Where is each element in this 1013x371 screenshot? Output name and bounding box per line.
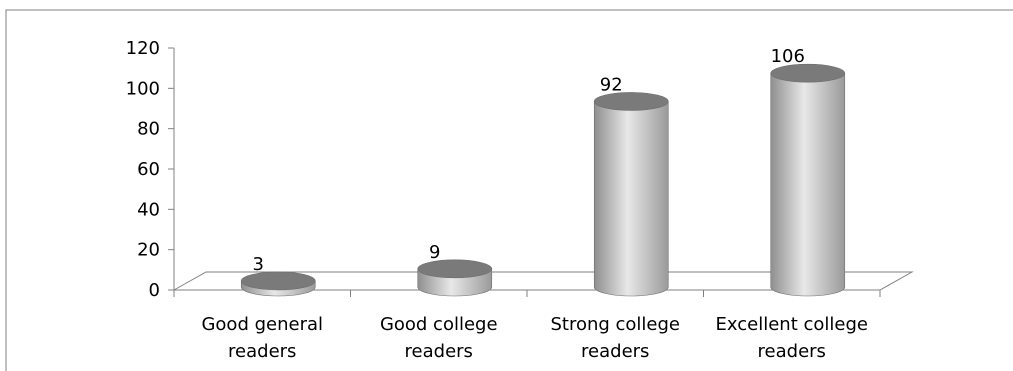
- category-label-line: readers: [405, 341, 473, 362]
- cylinder-top: [417, 259, 493, 279]
- category-label: Good college readers: [380, 314, 498, 362]
- cylinder-bar: [593, 92, 669, 297]
- category-label-line: Excellent college: [716, 314, 868, 335]
- category-label-line: readers: [581, 341, 649, 362]
- data-label: 3: [253, 254, 264, 275]
- category-label-line: readers: [758, 341, 826, 362]
- y-tick-label: 60: [137, 159, 160, 180]
- cylinder-bar: [770, 63, 846, 297]
- category-label-line: Strong college: [550, 314, 680, 335]
- frame-edge: [5, 9, 1013, 371]
- data-label: 9: [429, 242, 440, 263]
- y-tick-label: 0: [149, 280, 160, 301]
- category-label-line: Good general: [201, 314, 323, 335]
- cylinder-top: [240, 271, 316, 291]
- cylinder-body: [593, 101, 669, 297]
- cylinder-top: [593, 92, 669, 111]
- category-label-line: Good college: [380, 314, 498, 335]
- y-tick-label: 40: [137, 199, 160, 220]
- cylinder-body: [770, 72, 846, 297]
- y-tick-label: 100: [126, 78, 160, 99]
- y-tick-label: 20: [137, 240, 160, 261]
- cylinder-bar: [240, 271, 316, 297]
- bars: [240, 63, 846, 297]
- data-label: 92: [600, 74, 623, 95]
- data-labels: 3 9 92 106: [253, 46, 805, 275]
- outer-frame: [5, 9, 1013, 371]
- cylinder-bar: [417, 259, 493, 297]
- category-label: Strong college readers: [550, 314, 680, 362]
- y-axis: 0 20 40 60 80 100 120: [126, 38, 175, 301]
- category-label-line: readers: [228, 341, 296, 362]
- category-label: Excellent college readers: [716, 314, 868, 362]
- category-label: Good general readers: [201, 314, 323, 362]
- y-tick-label: 80: [137, 119, 160, 140]
- data-label: 106: [771, 46, 805, 67]
- cylinder-top: [770, 63, 846, 83]
- y-tick-label: 120: [126, 38, 160, 59]
